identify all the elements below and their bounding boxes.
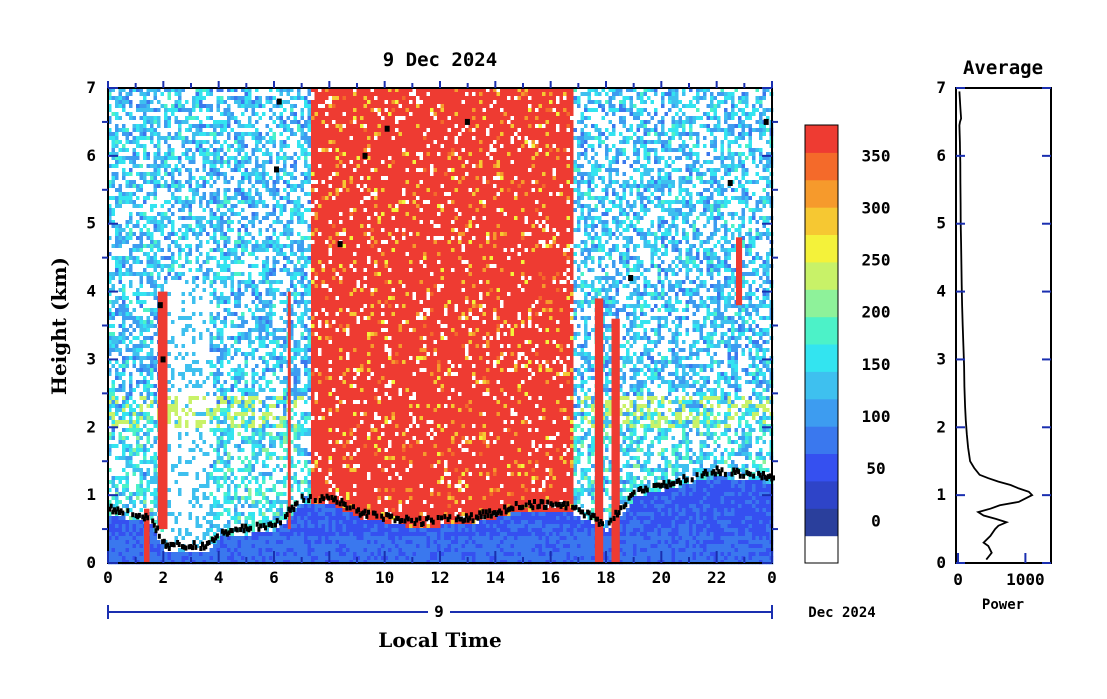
colorbar-frame bbox=[804, 124, 839, 564]
colorbar-tick-label: 150 bbox=[862, 355, 891, 374]
x-tick-label: 0 bbox=[103, 568, 113, 587]
x-tick-label: 6 bbox=[269, 568, 279, 587]
x-tick-label: 0 bbox=[767, 568, 777, 587]
date-bar: 9 Dec 2024 bbox=[107, 602, 876, 621]
colorbar-swatch bbox=[805, 207, 838, 235]
average-background bbox=[956, 88, 1051, 563]
colorbar-swatch bbox=[805, 289, 838, 318]
date-bar-month: Dec 2024 bbox=[808, 605, 875, 621]
colorbar-cells bbox=[805, 125, 838, 564]
y-tick-label: 3 bbox=[86, 349, 96, 368]
x-tick-label: 10 bbox=[375, 568, 394, 587]
average-y-tick-label: 5 bbox=[936, 214, 946, 233]
x-tick-label: 8 bbox=[325, 568, 335, 587]
y-tick-label: 2 bbox=[86, 417, 96, 436]
heatmap-plot bbox=[107, 87, 775, 565]
colorbar-swatch bbox=[805, 179, 838, 208]
y-tick-label: 5 bbox=[86, 214, 96, 233]
x-tick-label: 16 bbox=[541, 568, 560, 587]
x-axis: 0 2 4 6 8 10 12 14 16 18 20 22 0 bbox=[103, 81, 777, 587]
colorbar-tick-label: 300 bbox=[862, 198, 891, 217]
cloud-base-markers bbox=[108, 98, 775, 551]
x-axis-label: Local Time bbox=[378, 628, 501, 652]
colorbar-swatch bbox=[805, 480, 838, 509]
x-tick-label: 12 bbox=[430, 568, 449, 587]
average-y-tick-label: 4 bbox=[936, 282, 946, 301]
y-axis-label: Height (km) bbox=[47, 257, 71, 395]
average-x-axis: 0 1000 bbox=[953, 553, 1045, 589]
chart-title: 9 Dec 2024 bbox=[383, 49, 497, 71]
colorbar-swatch bbox=[805, 508, 838, 537]
colorbar-swatch bbox=[805, 398, 838, 427]
x-tick-label: 14 bbox=[486, 568, 505, 587]
colorbar-swatch bbox=[805, 426, 838, 454]
average-y-tick-label: 7 bbox=[936, 78, 946, 97]
colorbar-swatch bbox=[805, 453, 838, 482]
colorbar-swatch bbox=[805, 344, 838, 372]
y-tick-label: 0 bbox=[86, 553, 96, 572]
heatmap-cells bbox=[108, 88, 774, 565]
y-tick-label: 1 bbox=[86, 485, 96, 504]
colorbar-tick-label: 250 bbox=[862, 251, 891, 270]
colorbar: 0 50 100 150 200 250 300 350 bbox=[804, 124, 891, 564]
average-y-tick-label: 0 bbox=[936, 553, 946, 572]
x-tick-label: 20 bbox=[652, 568, 671, 587]
average-frame bbox=[955, 87, 1052, 564]
x-tick-label: 4 bbox=[214, 568, 224, 587]
average-x-label: Power bbox=[982, 597, 1024, 613]
y-tick-label: 7 bbox=[86, 78, 96, 97]
average-x-tick-label: 1000 bbox=[1006, 570, 1045, 589]
colorbar-swatch bbox=[805, 371, 838, 400]
average-x-tick-label: 0 bbox=[953, 570, 963, 589]
average-y-axis: 0 1 2 3 4 5 6 7 bbox=[936, 78, 1051, 572]
colorbar-swatch bbox=[805, 261, 838, 290]
colorbar-tick-label: 50 bbox=[866, 459, 885, 478]
colorbar-swatch bbox=[805, 125, 838, 153]
colorbar-tick-label: 100 bbox=[862, 407, 891, 426]
x-tick-label: 2 bbox=[159, 568, 169, 587]
average-y-tick-label: 3 bbox=[936, 349, 946, 368]
colorbar-swatch bbox=[805, 316, 838, 345]
x-tick-label: 22 bbox=[707, 568, 726, 587]
colorbar-swatch bbox=[805, 152, 838, 181]
average-y-tick-label: 6 bbox=[936, 146, 946, 165]
colorbar-tick-label: 350 bbox=[862, 146, 891, 165]
colorbar-tick-label: 0 bbox=[871, 511, 881, 530]
average-y-tick-label: 1 bbox=[936, 485, 946, 504]
average-power-line bbox=[958, 91, 1034, 561]
average-plot bbox=[955, 87, 1052, 564]
colorbar-ticks: 0 50 100 150 200 250 300 350 bbox=[862, 146, 891, 530]
average-y-tick-label: 2 bbox=[936, 417, 946, 436]
y-tick-label: 4 bbox=[86, 282, 96, 301]
y-axis: 0 1 2 3 4 5 6 7 bbox=[86, 78, 778, 572]
colorbar-tick-label: 200 bbox=[862, 303, 891, 322]
x-tick-label: 18 bbox=[596, 568, 615, 587]
date-bar-gap bbox=[428, 603, 450, 621]
average-title: Average bbox=[963, 57, 1043, 79]
y-tick-label: 6 bbox=[86, 146, 96, 165]
colorbar-swatch bbox=[805, 234, 838, 263]
date-bar-day: 9 bbox=[434, 602, 444, 621]
colorbar-swatch bbox=[805, 535, 838, 564]
